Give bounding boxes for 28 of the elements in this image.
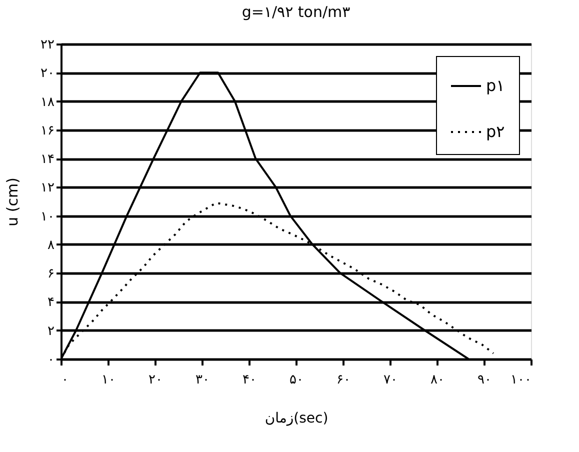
- y-tick-label: ۲۰: [40, 66, 54, 82]
- y-tick-label: ۲: [48, 324, 55, 339]
- x-tick-label: ۴۰: [242, 372, 256, 388]
- y-tick-label: ۶: [48, 266, 54, 282]
- x-tick-label: ۷۰: [384, 372, 398, 388]
- y-tick-label: ۱۶: [40, 123, 54, 138]
- legend-label: p۱: [486, 76, 505, 95]
- y-tick-label: ۱۴: [40, 152, 55, 168]
- x-tick-label: ۱۰۰: [510, 372, 532, 388]
- x-tick-label: ۶۰: [336, 372, 350, 388]
- x-tick-label: ۰: [62, 372, 68, 388]
- x-axis-title: زمان(sec): [264, 410, 328, 426]
- y-axis-title: u (cm): [4, 178, 22, 226]
- x-tick-label: ۲۰: [148, 372, 162, 388]
- x-tick-label: ۱۰: [102, 372, 116, 388]
- chart-title: g=۱/۹۲ ton/m۳: [242, 3, 350, 21]
- y-tick-label: ۸: [48, 238, 55, 253]
- x-tick-label: ۵۰: [290, 372, 304, 388]
- x-tick-label: ۹۰: [478, 372, 492, 388]
- y-tick-label: ۱۰: [40, 209, 54, 224]
- y-tick-label: ۱۲: [40, 180, 55, 196]
- y-tick-label: ۴: [48, 295, 55, 310]
- x-tick-label: ۳۰: [196, 372, 210, 388]
- y-tick-label: ۱۸: [40, 94, 55, 110]
- x-tick-label: ۸۰: [430, 372, 444, 388]
- legend-label: p۲: [486, 122, 505, 141]
- y-tick-label: ۲۲: [40, 38, 55, 52]
- y-tick-label: ۰: [48, 352, 54, 368]
